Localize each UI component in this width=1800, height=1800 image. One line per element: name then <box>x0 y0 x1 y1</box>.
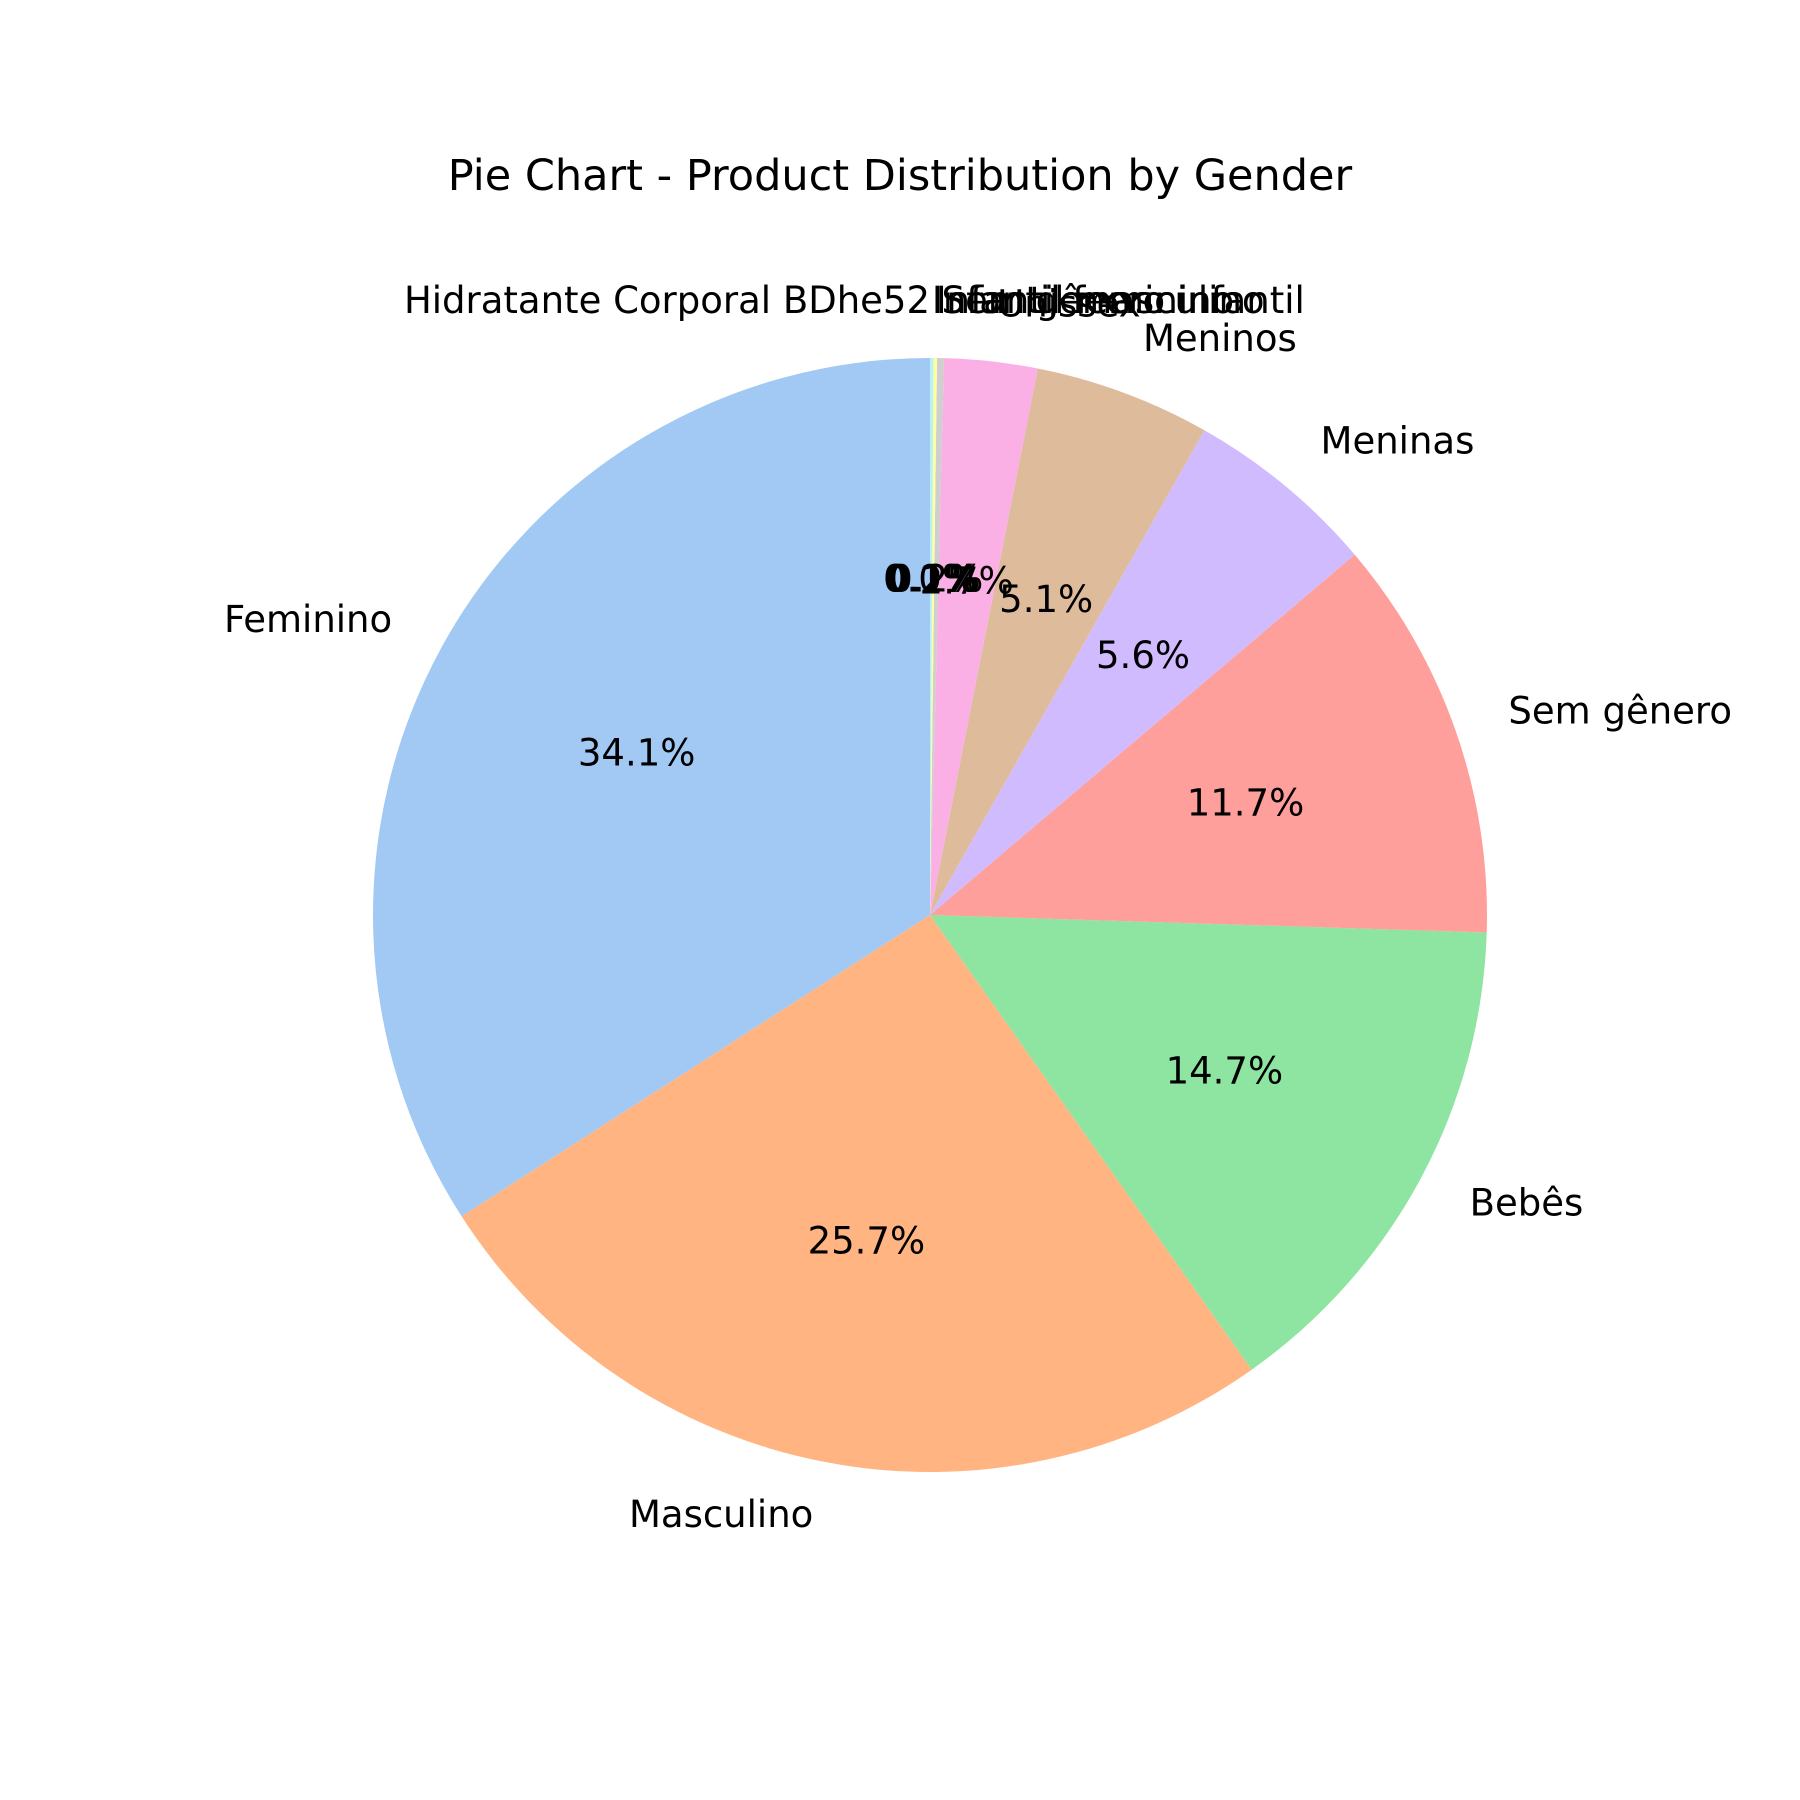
slice-label-sem-g-nero-infantil: Sem gênero infantil <box>942 279 1305 322</box>
slice-sem-g-nero <box>930 554 1487 933</box>
slice-label-meninas: Meninas <box>1321 419 1475 462</box>
chart-title: Pie Chart - Product Distribution by Gend… <box>448 151 1353 201</box>
slice-percent-sem-g-nero-infantil: 0.2% <box>889 557 983 600</box>
slice-sem-g-nero-infantil <box>930 358 944 916</box>
slice-label-meninos: Meninos <box>1143 317 1297 360</box>
slice-meninas <box>930 430 1355 915</box>
slice-masculino <box>461 915 1252 1472</box>
slice-percent-infantil-feminino: 0.1% <box>884 557 978 600</box>
slice-label-unissex: Unissex <box>997 283 1140 326</box>
slice-unissex <box>930 358 1038 915</box>
slice-label-sem-g-nero: Sem gênero <box>1508 689 1732 732</box>
slice-feminino <box>372 358 931 1217</box>
pie-slices <box>372 358 1487 1472</box>
slice-infantil-feminino <box>930 358 934 915</box>
slice-percent-feminino: 34.1% <box>578 731 696 774</box>
slice-percent-sem-g-nero: 11.7% <box>1187 781 1305 824</box>
slice-label-infantil-masculino: Infantil masculino <box>936 279 1265 322</box>
slice-label-feminino: Feminino <box>224 598 392 641</box>
slice-percent-meninas: 5.6% <box>1096 634 1190 677</box>
slice-label-hidratante-corporal-bdhe52: Hidratante Corporal BDhe52 <box>404 279 930 322</box>
slice-label-infantil-feminino: Infantil feminino <box>932 279 1234 322</box>
slice-beb-s <box>930 915 1487 1370</box>
slice-percent-infantil-masculino: 0.1% <box>886 557 980 600</box>
slice-label-beb-s: Bebês <box>1470 1182 1584 1225</box>
slice-infantil-masculino <box>930 358 937 915</box>
slice-percent-unissex: 2.7% <box>920 559 1014 602</box>
slice-meninos <box>930 368 1205 915</box>
slice-label-masculino: Masculino <box>629 1493 813 1536</box>
slice-percent-meninos: 5.1% <box>999 578 1093 621</box>
pie-percent-labels: 34.1% 25.7% 14.7% 11.7% 5.6%5.1%2.7%0.2%0.1%… <box>578 557 1304 1262</box>
slice-percent-hidratante-corporal-bdhe52: 0.0% <box>883 557 977 600</box>
slice-percent-beb-s: 14.7% <box>1166 1050 1284 1093</box>
slice-percent-masculino: 25.7% <box>808 1220 926 1263</box>
pie-labels: Feminino Masculino Bebês Sem gênero Meninas M… <box>224 279 1732 1536</box>
